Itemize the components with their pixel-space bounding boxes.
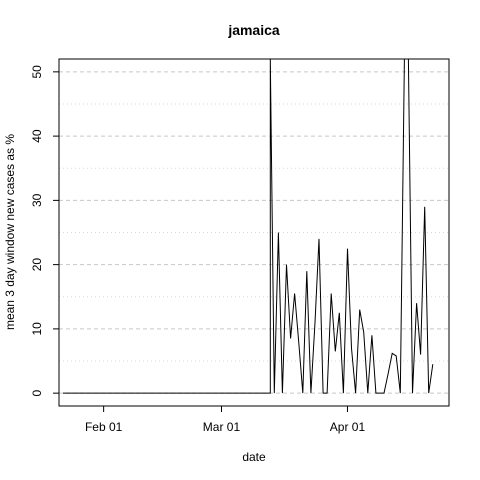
x-axis: Feb 01 Mar 01 Apr 01 [85,406,366,434]
y-tick-label: 10 [30,322,44,336]
chart-title: jamaica [227,22,280,38]
x-axis-label: date [242,450,266,464]
y-tick-label: 50 [30,65,44,79]
x-tick-label: Apr 01 [330,420,366,434]
y-axis-label: mean 3 day window new cases as % [3,134,17,330]
x-tick-label: Mar 01 [203,420,241,434]
y-tick-label: 0 [30,389,44,396]
grid-lines [59,71,449,394]
series-line [63,59,434,394]
y-tick-label: 40 [30,129,44,143]
plot-frame [58,58,450,407]
x-tick-label: Feb 01 [85,420,123,434]
y-tick-label: 20 [30,258,44,272]
y-axis: 0 10 20 30 40 50 [30,65,59,396]
series-layer [63,59,434,394]
y-tick-label: 30 [30,193,44,207]
